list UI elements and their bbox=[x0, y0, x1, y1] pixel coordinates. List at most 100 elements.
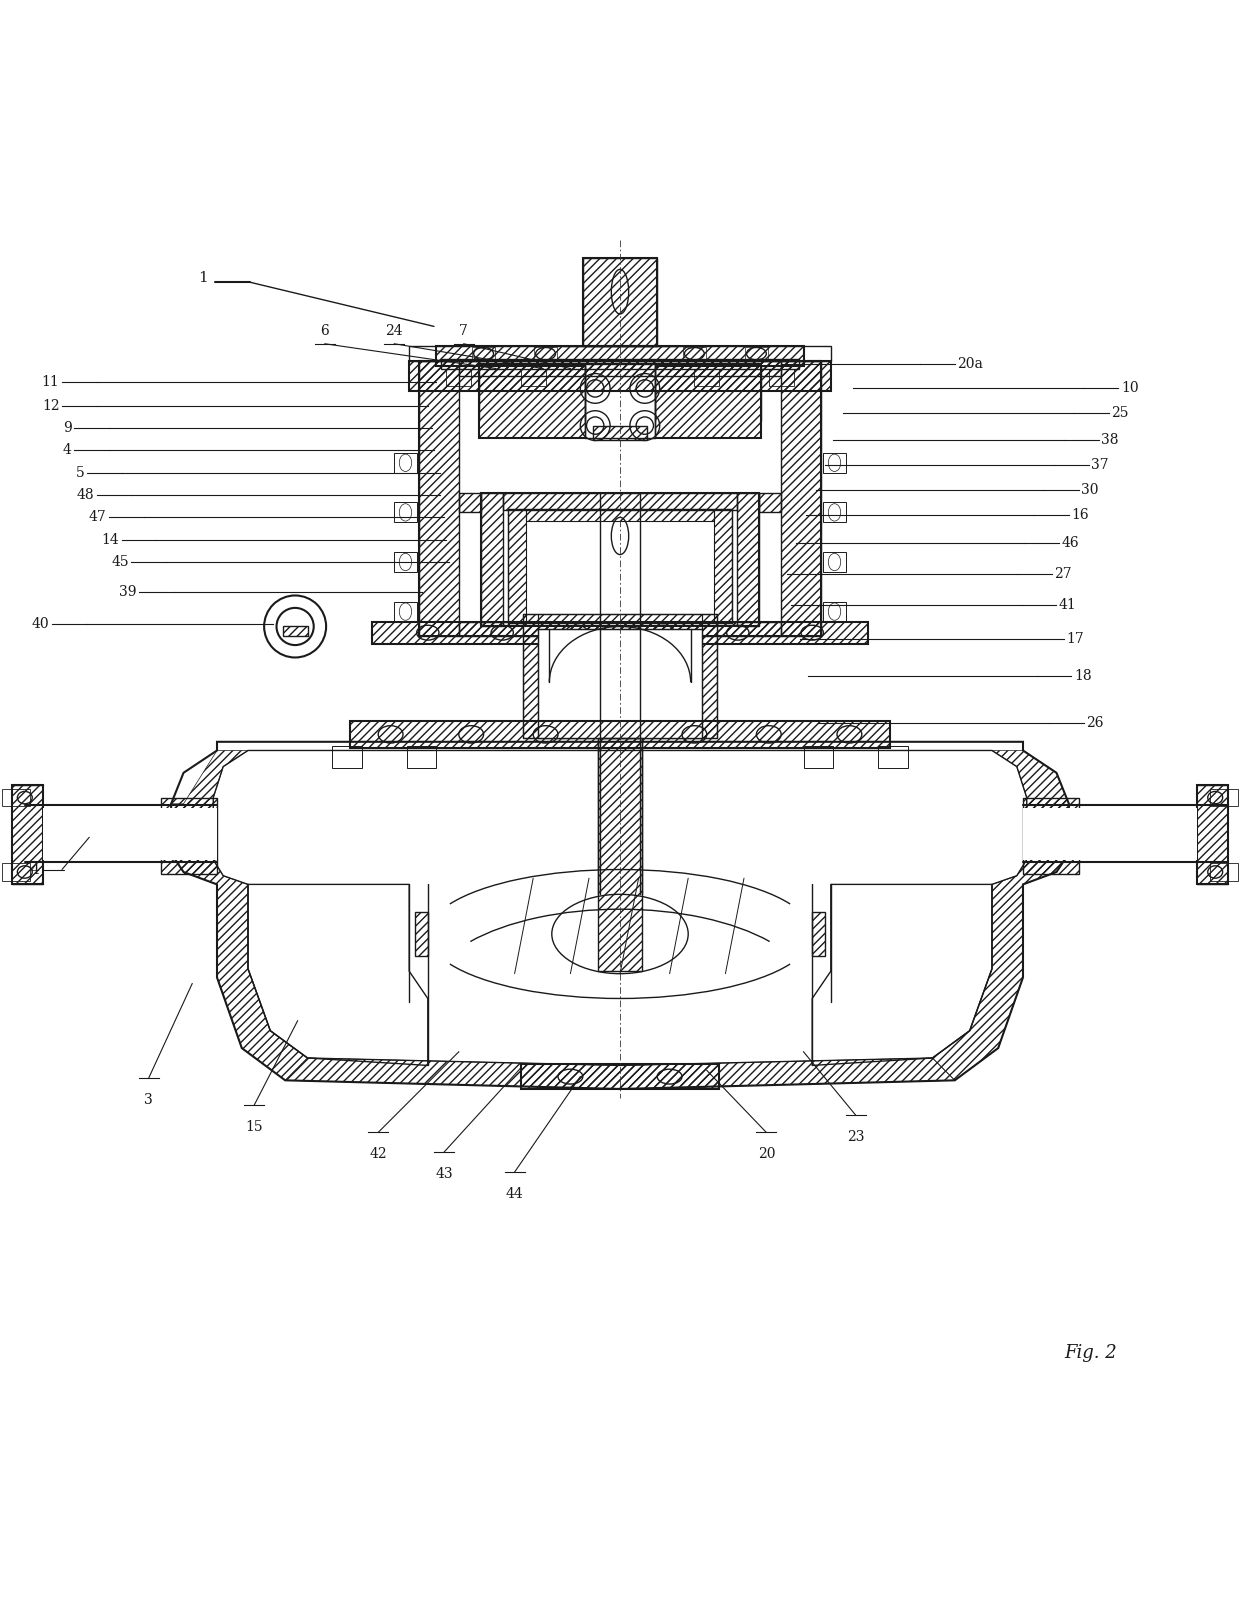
Bar bbox=[1210, 789, 1238, 807]
Bar bbox=[332, 745, 362, 768]
Bar bbox=[823, 502, 846, 522]
Bar bbox=[598, 739, 642, 972]
Bar bbox=[1023, 797, 1079, 875]
Bar bbox=[523, 614, 538, 739]
Bar bbox=[441, 358, 799, 369]
Bar bbox=[1023, 797, 1079, 875]
Text: 30: 30 bbox=[1081, 483, 1099, 497]
Text: 4: 4 bbox=[31, 862, 40, 876]
Bar bbox=[409, 347, 831, 361]
Text: 44: 44 bbox=[506, 1187, 523, 1200]
Bar bbox=[472, 347, 495, 360]
Bar bbox=[823, 454, 846, 473]
Bar bbox=[583, 258, 657, 347]
Bar bbox=[508, 509, 732, 622]
Bar bbox=[350, 721, 890, 748]
Bar bbox=[419, 361, 459, 637]
Text: 17: 17 bbox=[1066, 632, 1084, 646]
Text: 1: 1 bbox=[198, 271, 208, 285]
Text: 12: 12 bbox=[42, 399, 60, 413]
Text: 16: 16 bbox=[1071, 509, 1089, 522]
Bar bbox=[283, 627, 308, 637]
Text: 7: 7 bbox=[459, 324, 469, 337]
Text: 10: 10 bbox=[1121, 381, 1138, 395]
Text: 42: 42 bbox=[370, 1147, 387, 1162]
Bar bbox=[1023, 807, 1197, 860]
Text: 15: 15 bbox=[246, 1119, 263, 1134]
Bar bbox=[459, 492, 481, 512]
Bar bbox=[161, 797, 217, 875]
Bar bbox=[508, 509, 526, 622]
Text: 9: 9 bbox=[63, 421, 72, 436]
Bar bbox=[415, 912, 428, 956]
Text: 38: 38 bbox=[1101, 434, 1118, 447]
Bar bbox=[372, 622, 868, 643]
Text: Fig. 2: Fig. 2 bbox=[1064, 1345, 1117, 1362]
Text: 6: 6 bbox=[320, 324, 330, 337]
Bar bbox=[702, 614, 717, 739]
Text: 46: 46 bbox=[1061, 536, 1079, 551]
Text: 18: 18 bbox=[1074, 669, 1091, 684]
Bar bbox=[419, 361, 821, 637]
Text: 3: 3 bbox=[144, 1094, 154, 1106]
Bar bbox=[683, 347, 706, 360]
Bar bbox=[769, 369, 794, 386]
Bar bbox=[394, 502, 417, 522]
Bar bbox=[593, 426, 647, 441]
Text: 4: 4 bbox=[63, 444, 72, 457]
Bar bbox=[503, 492, 737, 510]
Text: 26: 26 bbox=[1086, 716, 1104, 731]
Bar bbox=[459, 622, 781, 637]
Bar bbox=[759, 492, 781, 512]
Bar bbox=[534, 347, 557, 360]
Bar bbox=[394, 601, 417, 622]
Text: 5: 5 bbox=[76, 465, 84, 480]
Bar bbox=[161, 797, 217, 875]
Bar bbox=[394, 552, 417, 572]
Text: 48: 48 bbox=[77, 488, 94, 502]
Bar bbox=[12, 786, 43, 885]
Bar bbox=[481, 492, 759, 627]
Bar bbox=[459, 361, 781, 376]
Bar bbox=[409, 361, 831, 390]
Bar bbox=[479, 363, 761, 437]
Bar bbox=[812, 912, 825, 956]
Bar bbox=[1197, 786, 1228, 885]
Text: 25: 25 bbox=[1111, 407, 1128, 420]
Bar bbox=[694, 369, 719, 386]
Text: 27: 27 bbox=[1054, 567, 1071, 582]
Bar bbox=[781, 361, 821, 637]
Bar bbox=[446, 369, 471, 386]
Bar bbox=[714, 509, 732, 622]
Text: 20a: 20a bbox=[957, 356, 983, 371]
Bar bbox=[823, 552, 846, 572]
Bar bbox=[583, 258, 657, 347]
Text: 11: 11 bbox=[42, 376, 60, 389]
Bar bbox=[407, 745, 436, 768]
Bar bbox=[526, 509, 714, 522]
Bar bbox=[2, 863, 30, 881]
Text: 43: 43 bbox=[435, 1166, 453, 1181]
Text: 39: 39 bbox=[119, 585, 136, 599]
Bar bbox=[481, 492, 503, 627]
Bar bbox=[538, 629, 702, 739]
Bar bbox=[2, 789, 30, 807]
Bar bbox=[538, 614, 702, 629]
Bar bbox=[737, 492, 759, 627]
Bar bbox=[521, 369, 546, 386]
Bar bbox=[523, 614, 717, 739]
Bar bbox=[436, 347, 804, 366]
Text: 20: 20 bbox=[758, 1147, 775, 1162]
Text: 45: 45 bbox=[112, 556, 129, 569]
Text: 47: 47 bbox=[89, 510, 107, 525]
Bar bbox=[521, 1064, 719, 1089]
Bar bbox=[394, 454, 417, 473]
Bar bbox=[585, 363, 655, 437]
Bar bbox=[43, 807, 217, 860]
Text: 41: 41 bbox=[1059, 598, 1076, 612]
Bar bbox=[878, 745, 908, 768]
Bar bbox=[745, 347, 768, 360]
Text: 23: 23 bbox=[847, 1129, 864, 1144]
Text: 14: 14 bbox=[102, 533, 119, 546]
Text: 24: 24 bbox=[386, 324, 403, 337]
